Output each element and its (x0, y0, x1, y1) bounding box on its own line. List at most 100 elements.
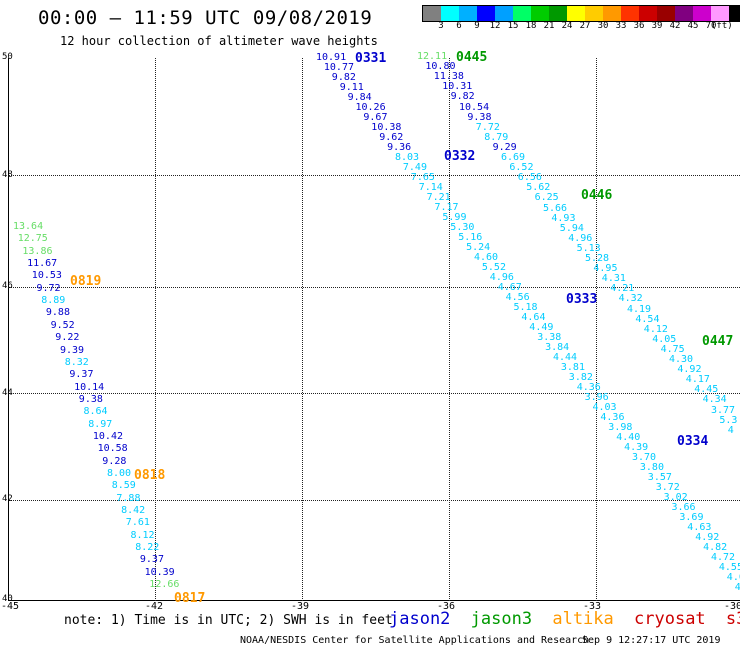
scale-swatch (711, 6, 729, 21)
track-b-wave-height: 5.66 (543, 202, 568, 214)
track-b-wave-height: 4 (727, 424, 734, 436)
scale-tick-label: 33 (615, 21, 627, 31)
track-b-wave-height: 5.3 (719, 414, 738, 426)
longitude-label: -45 (0, 601, 20, 612)
longitude-label: -42 (144, 601, 164, 612)
latitude-label: 46 (2, 281, 13, 291)
pass-label-0818: 0818 (134, 468, 166, 483)
pass-label-0447: 0447 (702, 334, 734, 349)
longitude-label: -33 (582, 601, 602, 612)
track-a-wave-height: 10.38 (371, 122, 402, 133)
latitude-gridline (8, 393, 740, 394)
track-a-wave-height: 3.80 (639, 462, 664, 473)
track-b-wave-height: 4.93 (551, 212, 576, 224)
track-a-wave-height: 4.64 (521, 312, 546, 323)
footer-generated-time: Sep 9 12:27:17 UTC 2019 (582, 635, 721, 646)
track-b-wave-height: 4.31 (601, 273, 626, 285)
track-a-wave-height: 5.99 (442, 212, 467, 223)
track-b-wave-height: 4.21 (610, 283, 635, 295)
track-b-wave-height: 11.38 (433, 71, 464, 83)
track-b-wave-height: 8.79 (484, 131, 509, 143)
longitude-gridline (302, 58, 303, 601)
track-a-wave-height: 9.84 (347, 92, 372, 103)
track-b-wave-height: 3.77 (711, 404, 736, 416)
track-b-wave-height: 4.12 (643, 323, 668, 335)
scale-swatch (657, 6, 675, 21)
pass-label-0332: 0332 (444, 149, 476, 164)
figure-subtitle: 12 hour collection of altimeter wave hei… (60, 34, 378, 48)
track-b-wave-height: 9.82 (450, 91, 475, 103)
map-bottom-axis (8, 600, 740, 601)
track-a-wave-height: 4.92 (695, 532, 720, 543)
latitude-label: 40 (2, 594, 13, 604)
track-c-wave-height: 12.75 (17, 233, 48, 245)
pass-label-0817: 0817 (174, 591, 206, 606)
scale-swatch (603, 6, 621, 21)
track-b-wave-height: 5.94 (559, 222, 584, 234)
scale-tick-label: 39 (651, 21, 663, 31)
longitude-gridline (449, 58, 450, 601)
track-c-wave-height: 11.67 (27, 258, 58, 270)
track-a-wave-height: 4.44 (553, 352, 578, 363)
track-c-wave-height: 8.12 (130, 529, 155, 541)
map-left-axis (8, 58, 9, 601)
track-c-wave-height: 8.22 (135, 542, 160, 554)
legend-jason3: jason3 (470, 609, 533, 629)
track-a-wave-height: 5.16 (458, 232, 483, 243)
legend-altika: altika (552, 609, 614, 629)
scale-tick-label: 18 (525, 21, 537, 31)
latitude-gridline (8, 175, 740, 176)
color-scale-unit: (ft) (711, 21, 733, 31)
track-c-wave-height: 8.64 (83, 406, 108, 418)
track-c-wave-height: 9.88 (45, 307, 70, 319)
latitude-gridline (8, 287, 740, 288)
track-a-wave-height: 9.62 (379, 132, 404, 143)
scale-swatch (639, 6, 657, 21)
track-a-wave-height: 7.49 (402, 162, 427, 173)
track-a-wave-height: 4.56 (505, 292, 530, 303)
track-b-wave-height: 6.56 (517, 172, 542, 184)
track-a-wave-height: 4.40 (616, 432, 641, 443)
scale-swatch (549, 6, 567, 21)
track-a-wave-height: 10.77 (323, 62, 354, 73)
track-a-wave-height: 4.36 (600, 412, 625, 423)
pass-label-0334: 0334 (677, 434, 709, 449)
track-c-wave-height: 8.89 (41, 295, 66, 307)
scale-swatch (423, 6, 441, 21)
latitude-label: 42 (2, 494, 13, 504)
track-a-wave-height: 8.03 (395, 152, 420, 163)
track-b-wave-height: 6.52 (509, 162, 534, 174)
track-c-wave-height: 13.64 (13, 221, 44, 232)
track-a-wave-height: 4.96 (489, 272, 514, 283)
longitude-label: -39 (290, 601, 310, 612)
track-a-wave-height: 4.67 (497, 282, 522, 293)
track-a-wave-height: 5.52 (481, 262, 506, 273)
track-b-wave-height: 9.29 (492, 141, 517, 153)
pass-label-0819: 0819 (70, 274, 102, 289)
track-a-wave-height: 9.82 (331, 72, 356, 83)
track-b-wave-height: 4.32 (618, 293, 643, 305)
pass-label-0331: 0331 (355, 51, 387, 66)
longitude-label: -36 (436, 601, 456, 612)
track-a-wave-height: 10.91 (316, 52, 347, 63)
track-a-wave-height: 4.39 (624, 442, 649, 453)
scale-swatch (621, 6, 639, 21)
track-c-wave-height: 9.37 (139, 554, 164, 566)
track-a-wave-height: 3.72 (655, 482, 680, 493)
track-b-wave-height: 4.96 (568, 232, 593, 244)
latitude-label: 48 (2, 170, 13, 180)
track-a-wave-height: 3.02 (663, 492, 688, 503)
track-a-wave-height: 3.66 (671, 502, 696, 513)
track-c-wave-height: 9.22 (55, 332, 80, 344)
track-c-wave-height: 10.53 (31, 270, 62, 282)
track-b-wave-height: 9.38 (467, 111, 492, 123)
track-a-wave-height: 4.0 (726, 572, 740, 583)
scale-tick-label: 12 (489, 21, 501, 31)
scale-tick-label: 30 (597, 21, 609, 31)
scale-swatch (459, 6, 477, 21)
track-a-wave-height: 9.11 (339, 82, 364, 93)
satellite-legend: jason2 jason3 altika cryosat s3a (389, 609, 740, 629)
track-c-wave-height: 9.37 (69, 369, 94, 381)
track-b-wave-height: 4.95 (593, 263, 618, 275)
